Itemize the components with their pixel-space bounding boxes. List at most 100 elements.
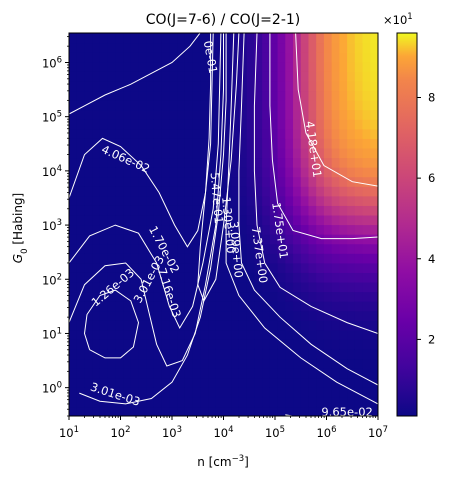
contour-line — [269, 33, 378, 240]
heatmap-cell — [308, 167, 317, 178]
heatmap-cell — [269, 205, 279, 216]
heatmap-cell — [308, 186, 317, 197]
heatmap-cell — [69, 147, 78, 159]
heatmap-cell — [107, 100, 116, 111]
heatmap-cell — [92, 33, 101, 44]
heatmap-cell — [169, 52, 178, 63]
heatmap-cell — [177, 234, 186, 245]
heatmap-cell — [277, 358, 286, 369]
heatmap-cell — [339, 281, 348, 293]
heatmap-cell — [231, 80, 240, 92]
heatmap-cell — [331, 291, 340, 302]
heatmap-cell — [107, 396, 116, 408]
heatmap-cell — [76, 262, 86, 273]
heatmap-cell — [208, 167, 217, 178]
heatmap-cell — [308, 33, 317, 44]
heatmap-cell — [323, 224, 333, 235]
heatmap-cell — [192, 262, 201, 273]
heatmap-cell — [192, 301, 201, 312]
heatmap-cell — [99, 272, 109, 283]
heatmap-cell — [169, 71, 178, 82]
heatmap-cell — [246, 214, 255, 226]
heatmap-cell — [215, 310, 225, 321]
heatmap-cell — [370, 167, 378, 178]
heatmap-cell — [99, 128, 109, 139]
heatmap-cell — [354, 224, 364, 235]
heatmap-cell — [323, 176, 333, 187]
heatmap-cell — [262, 281, 271, 293]
heatmap-cell — [169, 33, 178, 44]
heatmap-cell — [300, 320, 310, 331]
heatmap-cell — [323, 329, 333, 340]
heatmap-cell — [208, 157, 217, 168]
heatmap-cell — [238, 234, 248, 245]
heatmap-cell — [146, 253, 155, 264]
heatmap-cell — [347, 377, 356, 388]
heatmap-cell — [92, 147, 101, 159]
heatmap-cell — [231, 176, 240, 187]
heatmap-cell — [231, 128, 240, 139]
heatmap-cell — [76, 396, 86, 408]
heatmap-cell — [231, 138, 240, 149]
heatmap-cell — [130, 348, 140, 360]
heatmap-cell — [370, 368, 378, 379]
heatmap-cell — [177, 176, 186, 187]
heatmap-cell — [192, 253, 201, 264]
heatmap-cell — [246, 387, 255, 398]
heatmap-cell — [99, 262, 109, 273]
heatmap-cell — [76, 234, 86, 245]
contour-label: 5.47e-01 — [208, 172, 226, 224]
heatmap-cell — [169, 272, 178, 283]
heatmap-cell — [208, 377, 217, 388]
heatmap-cell — [123, 243, 132, 254]
contour-line — [83, 289, 140, 359]
heatmap-cell — [115, 157, 124, 168]
heatmap-cell — [146, 119, 155, 130]
heatmap-cell — [370, 71, 378, 82]
heatmap-cell — [146, 224, 155, 235]
heatmap-cell — [223, 253, 232, 264]
heatmap-cell — [84, 387, 93, 398]
heatmap-cell — [153, 368, 163, 379]
heatmap-cell — [262, 406, 271, 416]
heatmap-cell — [300, 224, 310, 235]
heatmap-cell — [339, 377, 348, 388]
heatmap-cell — [246, 320, 255, 331]
heatmap-cell — [208, 272, 217, 283]
heatmap-cell — [238, 262, 248, 273]
heatmap-cell — [92, 358, 101, 369]
heatmap-cell — [192, 52, 201, 63]
heatmap-cell — [285, 186, 294, 197]
heatmap-cell — [339, 214, 348, 226]
heatmap-cell — [123, 358, 132, 369]
heatmap-cell — [169, 80, 178, 92]
heatmap-cell — [138, 33, 147, 44]
heatmap-cell — [123, 262, 132, 273]
heatmap-cell — [215, 109, 225, 120]
heatmap-cell — [223, 71, 232, 82]
heatmap-cell — [262, 377, 271, 388]
heatmap-cell — [223, 358, 232, 369]
heatmap-cell — [153, 147, 163, 159]
heatmap-cell — [208, 119, 217, 130]
heatmap-cell — [208, 281, 217, 293]
heatmap-cell — [285, 205, 294, 216]
heatmap-cell — [115, 71, 124, 82]
heatmap-cell — [231, 291, 240, 302]
heatmap-cell — [238, 387, 248, 398]
heatmap-cell — [123, 205, 132, 216]
heatmap-cell — [161, 90, 171, 101]
heatmap-cell — [254, 243, 263, 254]
heatmap-cell — [177, 387, 186, 398]
heatmap-cell — [215, 138, 225, 149]
heatmap-cell — [331, 358, 340, 369]
heatmap-cell — [354, 253, 364, 264]
heatmap-cell — [323, 80, 333, 92]
heatmap-cell — [153, 339, 163, 350]
heatmap-cell — [354, 396, 364, 408]
heatmap-cell — [76, 339, 86, 350]
heatmap-cell — [223, 138, 232, 149]
heatmap-cell — [192, 291, 201, 302]
heatmap-cell — [153, 253, 163, 264]
heatmap-cell — [177, 310, 186, 321]
